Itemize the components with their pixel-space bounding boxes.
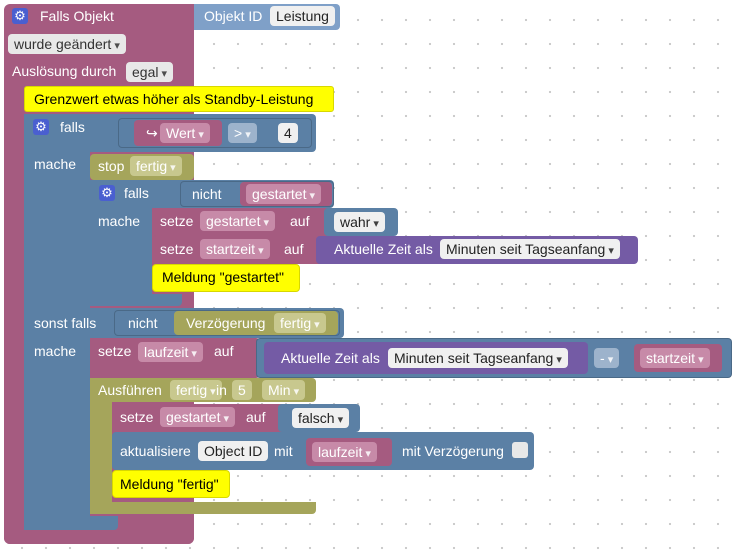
- set4-label: setze: [120, 409, 154, 425]
- set4-auf-label: auf: [246, 409, 266, 425]
- timeout-in-label: in: [216, 382, 227, 398]
- timeout-value-field[interactable]: 5: [232, 380, 252, 400]
- log-gestartet-block[interactable]: [152, 264, 300, 292]
- inner-if-foot: [90, 294, 182, 306]
- gear-icon[interactable]: ⚙: [12, 8, 28, 24]
- startzeit-var-dropdown[interactable]: startzeit: [640, 348, 710, 368]
- update-delay-label: mit Verzögerung: [402, 443, 504, 459]
- set3-label: setze: [98, 343, 132, 359]
- update-label: aktualisiere: [120, 443, 191, 459]
- bool-true-dropdown[interactable]: wahr: [334, 212, 385, 232]
- value-arrow-icon: ↪: [146, 125, 158, 141]
- time2-label: Aktuelle Zeit als: [281, 350, 380, 366]
- set2-var-dropdown[interactable]: startzeit: [200, 239, 270, 259]
- trigger-dropdown[interactable]: egal: [126, 62, 174, 82]
- set2-label: setze: [160, 241, 194, 257]
- timeout-check-dropdown[interactable]: fertig: [274, 313, 326, 333]
- not-label: nicht: [192, 186, 222, 202]
- set4-var-dropdown[interactable]: gestartet: [160, 407, 236, 427]
- number-field[interactable]: 4: [278, 123, 298, 143]
- inner-falls-label: falls: [124, 185, 149, 201]
- timeout-label: Ausführen: [98, 382, 162, 398]
- update-object-field[interactable]: Object ID: [198, 441, 269, 461]
- if-mache-label: mache: [34, 156, 77, 172]
- object-id-label: Objekt ID: [204, 8, 263, 24]
- stop-dropdown[interactable]: fertig: [130, 156, 182, 176]
- trigger-label: Auslösung durch: [12, 63, 117, 79]
- set1-label: setze: [160, 213, 194, 229]
- gear-icon[interactable]: ⚙: [33, 119, 49, 135]
- timeout-unit-dropdown[interactable]: Min: [262, 380, 306, 400]
- laufzeit-var-dropdown[interactable]: laufzeit: [312, 442, 377, 462]
- set3-auf-label: auf: [214, 343, 234, 359]
- comment-text: Grenzwert etwas höher als Standby-Leistu…: [34, 91, 314, 107]
- log2-text: Meldung "fertig": [120, 476, 219, 492]
- time1-label: Aktuelle Zeit als: [334, 241, 433, 257]
- trigger-title: Falls Objekt: [40, 8, 114, 24]
- else-foot: [24, 516, 118, 530]
- object-id-field[interactable]: Leistung: [270, 6, 335, 26]
- if-falls-label: falls: [60, 119, 85, 135]
- stop-label: stop: [98, 158, 125, 174]
- else-not-label: nicht: [128, 315, 158, 331]
- log-fertig-block[interactable]: [112, 470, 230, 498]
- timeout-spine: [90, 378, 112, 514]
- event-foot: [4, 530, 194, 544]
- set2-auf-label: auf: [284, 241, 304, 257]
- time1-format-dropdown[interactable]: Minuten seit Tagseanfang: [440, 239, 620, 259]
- changed-dropdown[interactable]: wurde geändert: [8, 34, 126, 54]
- value-dropdown[interactable]: Wert: [160, 123, 210, 143]
- operator-dropdown[interactable]: >: [228, 123, 257, 143]
- time2-format-dropdown[interactable]: Minuten seit Tagseanfang: [388, 348, 568, 368]
- gear-icon[interactable]: ⚙: [99, 185, 115, 201]
- set1-auf-label: auf: [290, 213, 310, 229]
- timeout-check-label: Verzögerung: [186, 315, 266, 331]
- set1-var-dropdown[interactable]: gestartet: [200, 211, 276, 231]
- else-mache-label: mache: [34, 343, 77, 359]
- minus-operator-dropdown[interactable]: -: [594, 348, 620, 368]
- else-if-label: sonst falls: [34, 315, 97, 331]
- log1-text: Meldung "gestartet": [162, 269, 285, 285]
- timeout-name-dropdown[interactable]: fertig: [170, 380, 222, 400]
- comment-block[interactable]: [24, 86, 334, 112]
- event-block-top-ext: [186, 4, 194, 30]
- update-mit-label: mit: [274, 443, 293, 459]
- inner-mache-label: mache: [98, 213, 141, 229]
- delay-checkbox[interactable]: [512, 442, 528, 458]
- set3-var-dropdown[interactable]: laufzeit: [138, 342, 203, 362]
- bool-false-dropdown[interactable]: falsch: [292, 408, 350, 428]
- gestartet-var-dropdown[interactable]: gestartet: [246, 184, 322, 204]
- timeout-foot: [90, 502, 316, 514]
